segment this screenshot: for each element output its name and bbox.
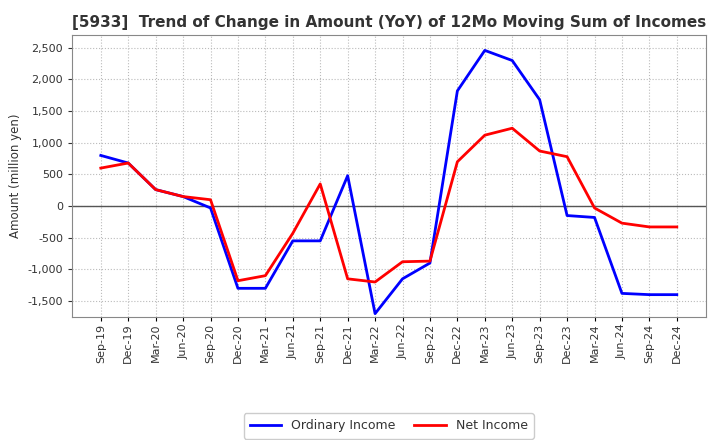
Net Income <box>179 194 187 199</box>
Net Income <box>590 205 599 211</box>
Ordinary Income <box>536 97 544 103</box>
Net Income <box>343 276 352 282</box>
Net Income <box>316 181 325 187</box>
Ordinary Income <box>371 311 379 316</box>
Ordinary Income <box>563 213 572 218</box>
Ordinary Income <box>261 286 270 291</box>
Line: Ordinary Income: Ordinary Income <box>101 51 677 314</box>
Net Income <box>672 224 681 230</box>
Line: Net Income: Net Income <box>101 128 677 282</box>
Net Income <box>426 258 434 264</box>
Ordinary Income <box>96 153 105 158</box>
Net Income <box>96 165 105 171</box>
Ordinary Income <box>151 187 160 192</box>
Net Income <box>536 148 544 154</box>
Net Income <box>480 132 489 138</box>
Legend: Ordinary Income, Net Income: Ordinary Income, Net Income <box>244 413 534 439</box>
Ordinary Income <box>343 173 352 178</box>
Title: [5933]  Trend of Change in Amount (YoY) of 12Mo Moving Sum of Incomes: [5933] Trend of Change in Amount (YoY) o… <box>72 15 706 30</box>
Ordinary Income <box>590 215 599 220</box>
Net Income <box>398 259 407 264</box>
Ordinary Income <box>672 292 681 297</box>
Ordinary Income <box>206 205 215 211</box>
Net Income <box>289 231 297 236</box>
Ordinary Income <box>289 238 297 243</box>
Ordinary Income <box>453 88 462 94</box>
Net Income <box>508 125 516 131</box>
Net Income <box>151 187 160 192</box>
Ordinary Income <box>124 161 132 166</box>
Ordinary Income <box>426 260 434 266</box>
Ordinary Income <box>398 276 407 282</box>
Net Income <box>453 159 462 165</box>
Ordinary Income <box>618 291 626 296</box>
Ordinary Income <box>645 292 654 297</box>
Net Income <box>645 224 654 230</box>
Ordinary Income <box>480 48 489 53</box>
Net Income <box>261 273 270 279</box>
Net Income <box>233 278 242 283</box>
Ordinary Income <box>316 238 325 243</box>
Y-axis label: Amount (million yen): Amount (million yen) <box>9 114 22 238</box>
Net Income <box>206 197 215 202</box>
Ordinary Income <box>508 58 516 63</box>
Net Income <box>124 161 132 166</box>
Net Income <box>371 279 379 285</box>
Ordinary Income <box>179 194 187 199</box>
Net Income <box>618 220 626 226</box>
Ordinary Income <box>233 286 242 291</box>
Net Income <box>563 154 572 159</box>
